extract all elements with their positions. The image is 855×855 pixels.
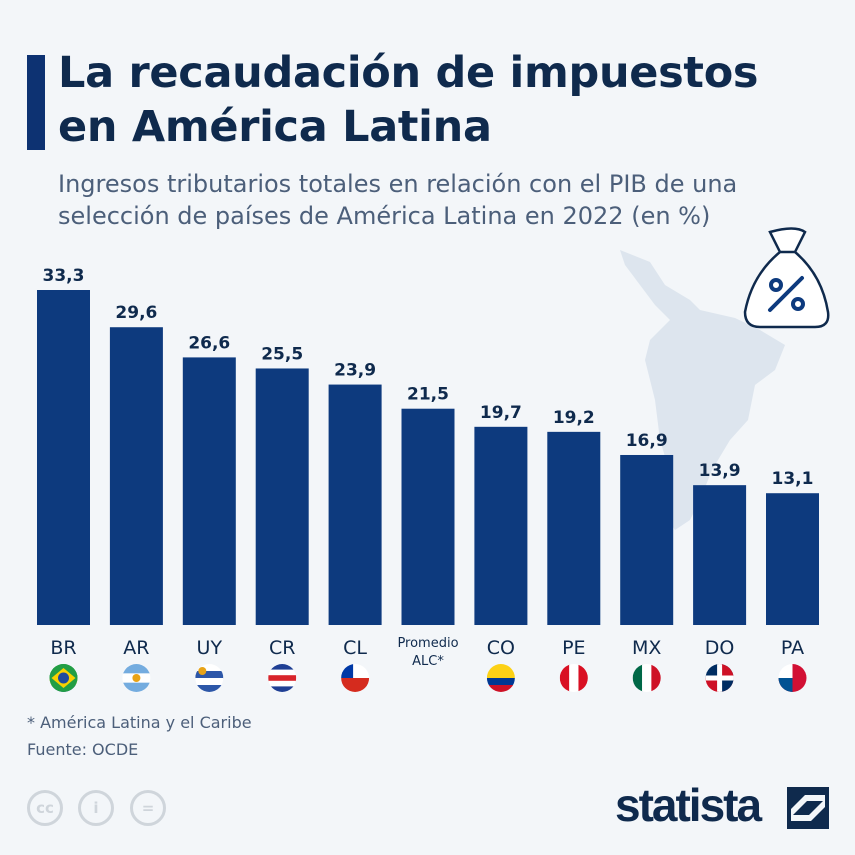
value-label: 33,3	[43, 266, 85, 286]
money-bag-percent-icon	[743, 227, 830, 329]
category-label: AR	[123, 637, 149, 659]
category-label: CL	[343, 637, 367, 659]
flag-cl-icon	[341, 664, 370, 692]
bar-pa	[766, 493, 819, 625]
flag-do-icon	[705, 664, 734, 692]
category-label: CO	[487, 637, 515, 659]
subtitle: Ingresos tributarios totales en relación…	[58, 170, 738, 230]
value-label: 13,9	[699, 461, 741, 481]
no-derivatives-icon[interactable]: =	[130, 790, 166, 826]
bar-do	[693, 485, 747, 625]
category-label: MX	[632, 637, 661, 659]
statista-logo[interactable]: statista	[615, 779, 762, 831]
value-label: 23,9	[334, 361, 376, 381]
footnote: * América Latina y el Caribe	[27, 713, 252, 732]
flag-br-icon	[49, 664, 78, 692]
value-label: 16,9	[626, 431, 668, 451]
value-label: 13,1	[772, 469, 814, 489]
bar-uy	[182, 357, 236, 625]
category-label: CR	[269, 637, 295, 659]
category-label: ALC*	[412, 654, 444, 669]
statista-logo-mark	[787, 787, 829, 829]
value-label: 26,6	[188, 333, 230, 353]
bar-cl	[328, 384, 382, 625]
value-label: 21,5	[407, 385, 449, 405]
flag-pa-icon	[778, 664, 807, 692]
flag-co-icon	[486, 664, 515, 692]
value-label: 29,6	[115, 303, 157, 323]
flag-pe-icon	[559, 664, 588, 692]
value-label: 25,5	[261, 344, 303, 364]
category-label: PE	[562, 637, 585, 659]
title-accent-bar	[27, 55, 45, 150]
cc-icon[interactable]: cc	[27, 790, 63, 826]
flag-cr-icon	[268, 664, 297, 692]
category-label: DO	[705, 637, 735, 659]
category-label: UY	[197, 637, 223, 659]
attribution-icon[interactable]: i	[78, 790, 114, 826]
category-label: BR	[50, 637, 76, 659]
page-title: La recaudación de impuestos en América La…	[58, 48, 759, 152]
bar-br	[37, 290, 90, 625]
category-label: PA	[781, 637, 804, 659]
value-label: 19,7	[480, 403, 522, 423]
flag-mx-icon	[632, 664, 661, 692]
bar-ar	[109, 327, 163, 625]
bar-mx	[620, 454, 674, 625]
flag-uy-icon	[195, 664, 224, 692]
latin-america-map	[620, 250, 785, 530]
bar-cr	[255, 368, 309, 625]
category-label: Promedio	[397, 636, 458, 651]
flag-ar-icon	[122, 664, 151, 692]
source: Fuente: OCDE	[27, 740, 139, 759]
bar-promedio	[401, 408, 455, 625]
bar-pe	[547, 431, 601, 625]
value-label: 19,2	[553, 408, 595, 428]
bar-co	[474, 426, 528, 625]
